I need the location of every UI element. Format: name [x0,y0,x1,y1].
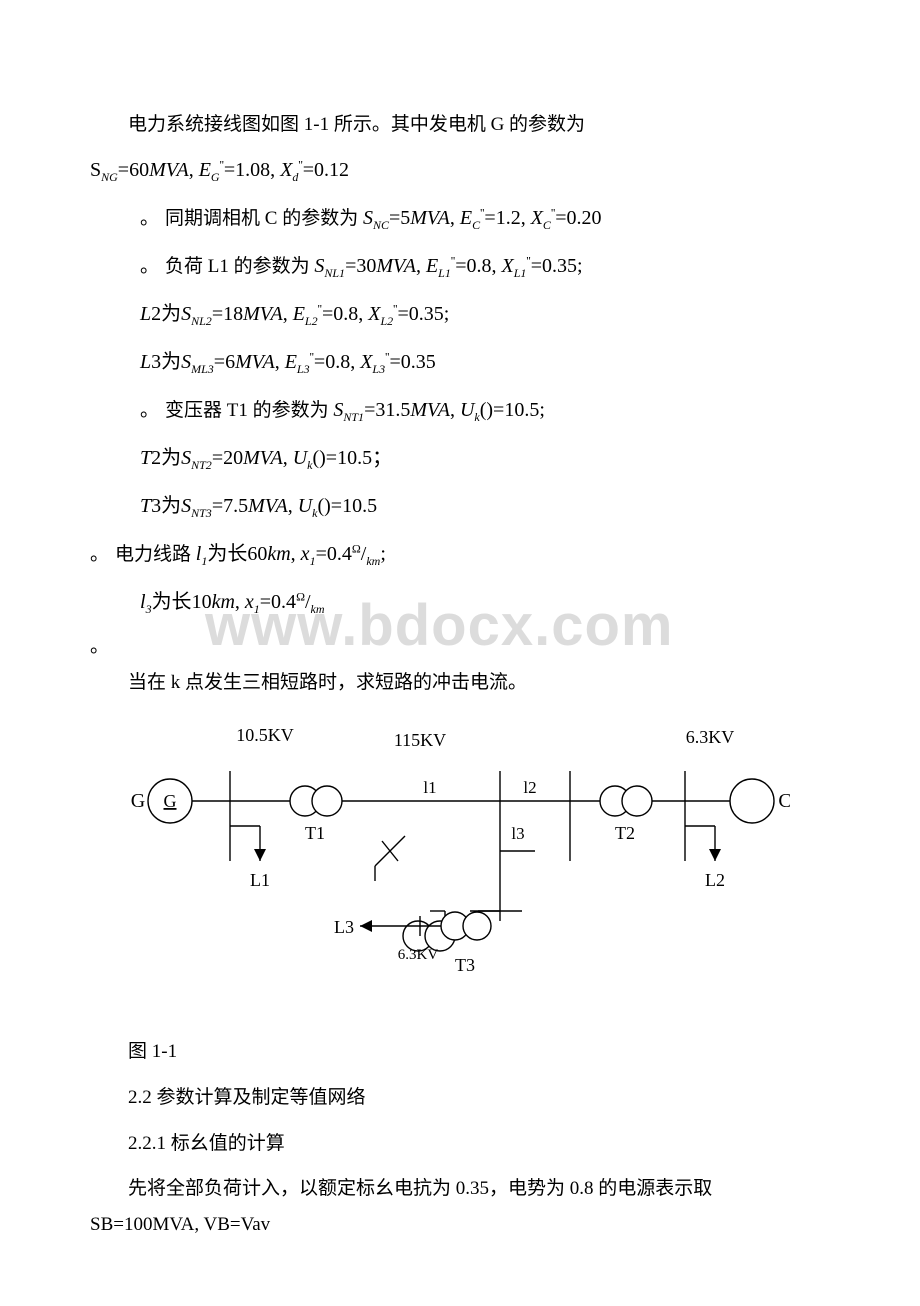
svg-text:T3: T3 [455,955,475,975]
section-2-2: 2.2 参数计算及制定等值网络 [90,1082,830,1109]
svg-text:G: G [164,791,177,811]
row-sync: 。同期调相机 C 的参数为 SNC=5MVA, EC''=1.2, XC''=0… [140,194,830,242]
svg-text:L3: L3 [334,917,354,937]
svg-text:l3: l3 [511,824,524,843]
svg-text:G: G [131,790,145,812]
svg-text:L2: L2 [705,870,725,890]
svg-text:115KV: 115KV [394,730,446,750]
svg-text:L1: L1 [250,870,270,890]
question-text: 当在 k 点发生三相短路时，求短路的冲击电流。 [90,668,830,698]
row-t3: T3为SNT3=7.5MVA, Uk()=10.5 [140,482,830,530]
svg-text:C: C [778,790,790,812]
svg-text:6.3KV: 6.3KV [398,947,439,963]
row-l2: L2为SNL2=18MVA, EL2''=0.8, XL2''=0.35; [140,290,830,338]
row-line1: 。电力线路 l1为长60km, x1=0.4Ω/km; [90,530,830,578]
figure-1-1: G G 10.5KV L1 [130,711,830,1006]
row-t2: T2为SNT2=20MVA, Uk()=10.5； [140,434,830,482]
svg-text:T2: T2 [615,823,635,843]
svg-text:T1: T1 [305,823,325,843]
row-line3: l3为长10km, x1=0.4Ω/km [140,578,830,626]
row-period: 。 [90,626,830,668]
final-para-1: 先将全部负荷计入，以额定标幺电抗为 0.35，电势为 0.8 的电源表示取 [90,1174,830,1204]
row-l3: L3为SML3=6MVA, EL3''=0.8, XL3''=0.35 [140,338,830,386]
row-l1: 。负荷 L1 的参数为 SNL1=30MVA, EL1''=0.8, XL1''… [140,242,830,290]
eq-generator: SNG=60MVA, EG''=1.08, Xd''=0.12 [90,146,830,194]
svg-text:6.3KV: 6.3KV [686,727,735,747]
svg-text:l1: l1 [423,778,436,797]
svg-text:l2: l2 [523,778,536,797]
svg-text:10.5KV: 10.5KV [236,725,294,745]
figure-caption: 图 1-1 [90,1036,830,1063]
row-t1: 。变压器 T1 的参数为 SNT1=31.5MVA, Uk()=10.5; [140,386,830,434]
intro-line: 电力系统接线图如图 1-1 所示。其中发电机 G 的参数为 [90,110,830,140]
section-2-2-1: 2.2.1 标幺值的计算 [90,1128,830,1155]
final-para-2: SB=100MVA, VB=Vav [90,1210,830,1240]
